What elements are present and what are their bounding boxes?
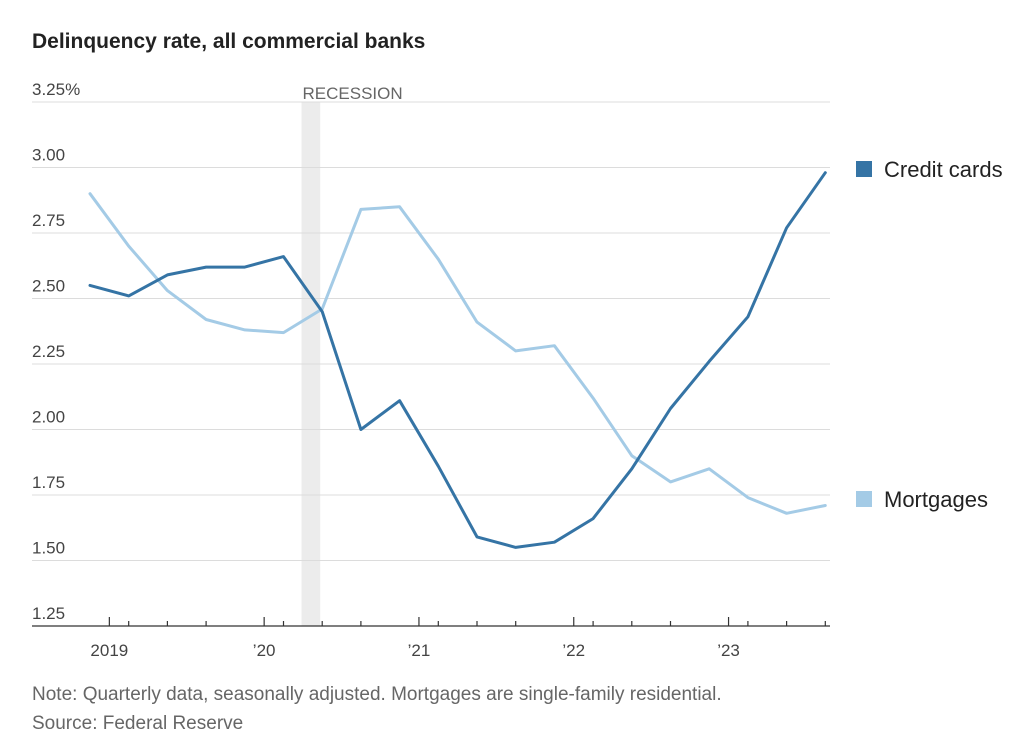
chart-note: Note: Quarterly data, seasonally adjuste… (32, 684, 722, 705)
y-tick-label: 3.25% (32, 80, 80, 99)
legend-label: Credit cards (884, 157, 1003, 182)
legend-swatch (856, 491, 872, 507)
y-tick-label: 2.25 (32, 342, 65, 361)
x-tick-label: ’23 (717, 641, 740, 660)
chart-title: Delinquency rate, all commercial banks (32, 30, 426, 53)
x-tick-label: 2019 (90, 641, 128, 660)
legend: Credit cards Mortgages (856, 157, 1003, 512)
x-axis: 2019 ’20 ’21 ’22 ’23 (32, 617, 830, 660)
y-axis-labels: 3.25% 3.00 2.75 2.50 2.25 2.00 1.75 1.50 1.25 (32, 80, 80, 623)
y-tick-label: 3.00 (32, 146, 65, 165)
series-line-mortgages (88, 192, 827, 515)
grid-lines (32, 101, 830, 627)
y-tick-label: 2.50 (32, 277, 65, 296)
y-tick-label: 2.75 (32, 211, 65, 230)
x-tick-label: ’20 (253, 641, 276, 660)
x-tick-label: ’22 (562, 641, 585, 660)
y-tick-label: 1.25 (32, 604, 65, 623)
x-tick-label: ’21 (408, 641, 431, 660)
recession-label: RECESSION (303, 84, 403, 103)
legend-label: Mortgages (884, 487, 988, 512)
y-tick-label: 1.75 (32, 473, 65, 492)
series-line-credit-cards (88, 171, 827, 549)
legend-swatch (856, 161, 872, 177)
chart-source: Source: Federal Reserve (32, 713, 244, 734)
y-tick-label: 1.50 (32, 539, 65, 558)
series-lines (88, 171, 827, 549)
y-tick-label: 2.00 (32, 408, 65, 427)
